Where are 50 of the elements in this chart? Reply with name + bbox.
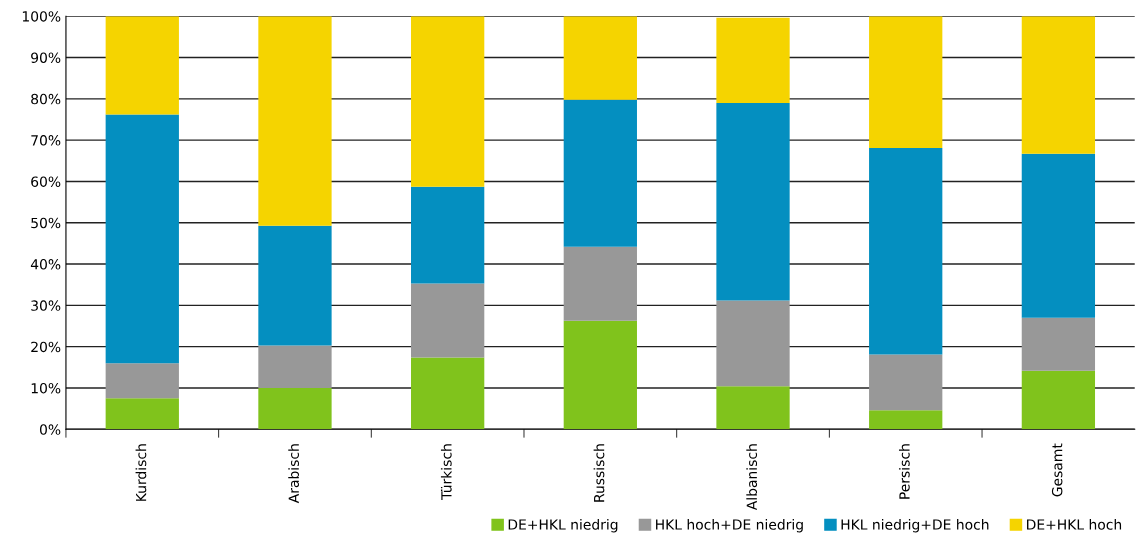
bar [105,363,179,399]
y-tick-label: 100% [22,11,61,22]
bar [563,16,637,100]
bar [563,99,637,247]
bar [258,16,332,226]
y-tick-label: 20% [31,341,61,353]
bar [716,17,790,103]
bar [1021,370,1096,430]
bar [258,225,332,346]
y-tick-label: 10% [31,382,61,394]
legend-label: DE+HKL niedrig [508,519,618,533]
y-tick-label: 70% [31,135,61,146]
bar [1021,317,1096,371]
bar [105,16,179,115]
bar [716,300,790,387]
legend-label: DE+HKL hoch [1027,519,1122,530]
x-tick-label: Arabisch [288,444,299,504]
bar [563,246,637,321]
bar [563,320,637,430]
legend-label: HKL hoch+DE niedrig [656,519,803,533]
bar [716,102,790,301]
y-tick-label: 50% [31,217,61,229]
x-tick-label: Kurdisch [135,444,147,501]
bar [105,114,179,364]
y-tick-label: 30% [31,300,61,311]
x-tick-label: Türkisch [440,444,452,500]
bar [869,147,943,355]
y-tick-label: 0% [39,424,61,435]
bar [869,410,943,430]
y-tick-label: 80% [31,93,61,105]
y-tick-label: 90% [31,52,61,63]
bar [105,398,179,430]
bar [258,345,332,388]
bar [411,16,485,187]
bar [869,354,943,411]
bar [411,283,485,358]
bar [411,357,485,430]
y-tick-label: 40% [30,259,61,270]
bar [411,186,485,284]
x-tick-label: Russisch [593,444,605,502]
bar [716,386,790,430]
bar [869,16,943,148]
legend-label: HKL niedrig+DE hoch [841,519,989,533]
x-tick-label: Albanisch [746,444,758,511]
bar [258,387,332,430]
x-tick-label: Gesamt [1051,443,1063,497]
bar [1021,153,1096,318]
y-tick-label: 60% [31,176,61,187]
bar [1021,16,1096,154]
x-tick-label: Persisch [898,444,910,499]
